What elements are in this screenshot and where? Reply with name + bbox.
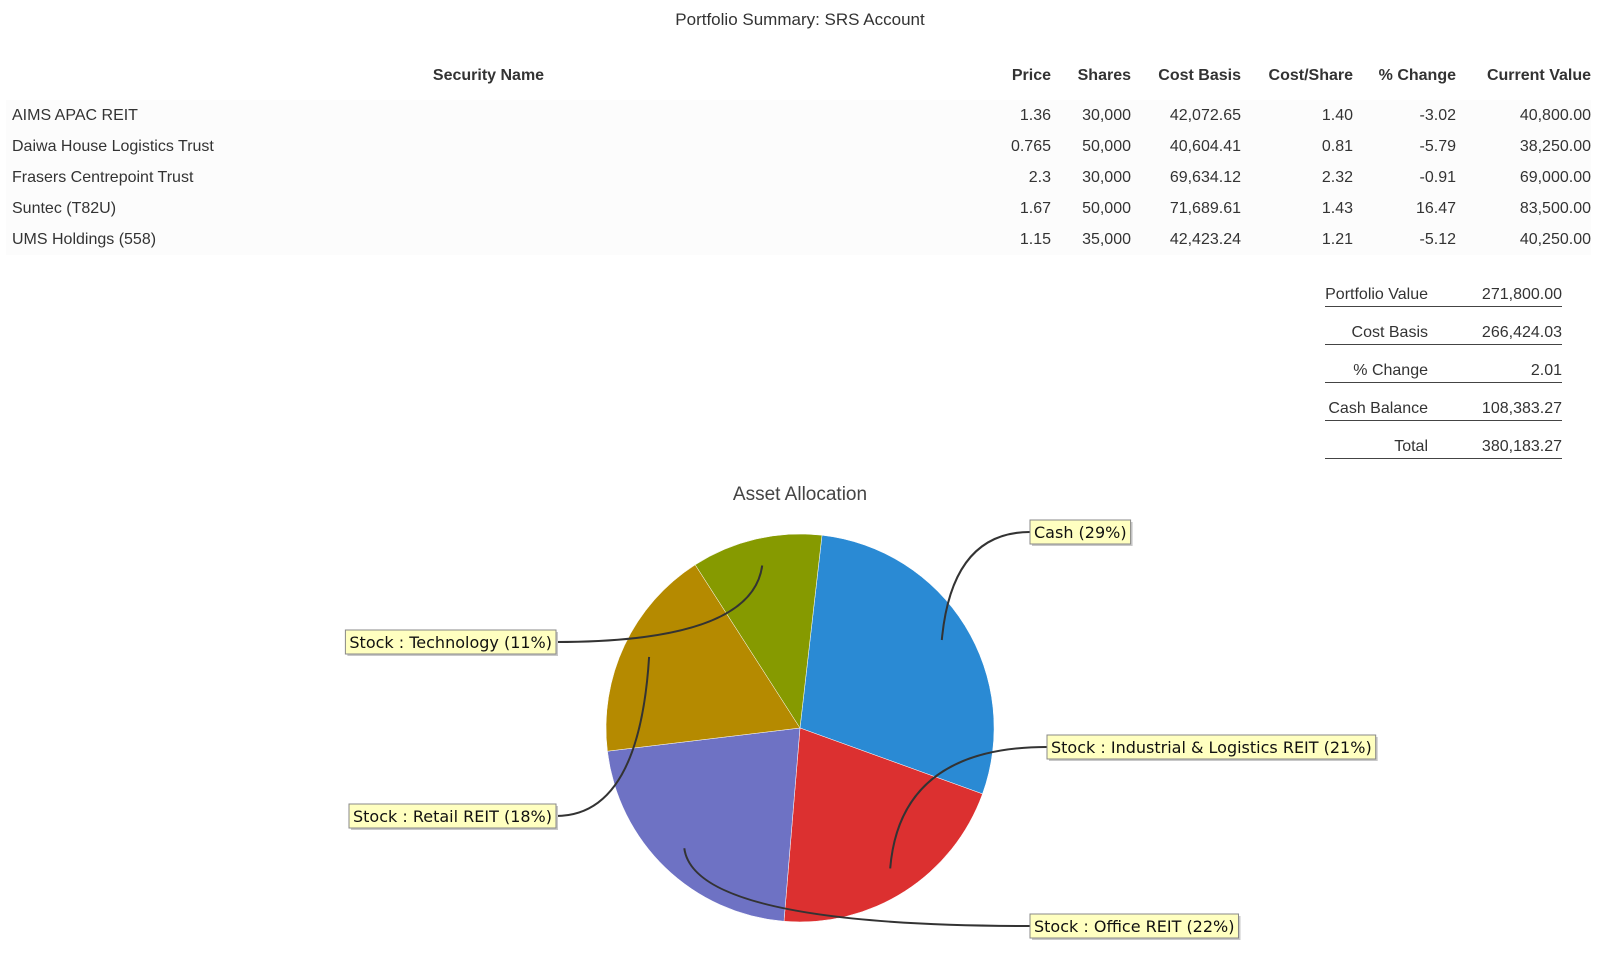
- cell-pct-change: -3.02: [1419, 106, 1456, 124]
- cell-price: 1.67: [1019, 199, 1051, 217]
- summary-value: 266,424.03: [1481, 324, 1562, 341]
- cell-shares: 35,000: [1082, 230, 1131, 248]
- table-row: Suntec (T82U) 1.67 50,000 71,689.61 1.43…: [6, 193, 1591, 224]
- cell-shares: 30,000: [1082, 106, 1131, 124]
- pie-slice: [605, 564, 801, 752]
- table-row: Frasers Centrepoint Trust 2.3 30,000 69,…: [6, 162, 1591, 193]
- header-cost-basis: Cost Basis: [1158, 67, 1241, 84]
- cell-current-value: 40,800.00: [1519, 106, 1591, 124]
- cell-price: 1.15: [1019, 230, 1051, 248]
- summary-value: 271,800.00: [1481, 286, 1562, 303]
- callout-box: [1029, 519, 1132, 545]
- chart-title: Asset Allocation: [733, 484, 867, 505]
- cell-current-value: 69,000.00: [1519, 168, 1591, 186]
- callout-box: [344, 629, 557, 655]
- callout-box: [348, 803, 557, 829]
- pie-slice: [607, 727, 801, 922]
- summary-portfolio-value: Portfolio Value 271,800.00: [1325, 284, 1562, 307]
- cell-cost-basis: 40,604.41: [1169, 137, 1241, 155]
- table-header-row: Security Name Price Shares Cost Basis Co…: [6, 62, 1591, 100]
- summary-label: Portfolio Value: [1325, 286, 1428, 303]
- header-price: Price: [1011, 67, 1051, 84]
- cell-pct-change: -5.79: [1419, 137, 1456, 155]
- cell-cost-share: 0.81: [1321, 137, 1353, 155]
- cell-current-value: 40,250.00: [1519, 230, 1591, 248]
- cell-shares: 30,000: [1082, 168, 1131, 186]
- summary-total: Total 380,183.27: [1325, 436, 1562, 459]
- summary-label: Cash Balance: [1328, 400, 1428, 417]
- summary-pct-change: % Change 2.01: [1325, 360, 1562, 383]
- table-row: AIMS APAC REIT 1.36 30,000 42,072.65 1.4…: [6, 100, 1591, 131]
- callout-label: Stock : Technology (11%): [349, 633, 552, 652]
- cell-cost-basis: 71,689.61: [1169, 199, 1241, 217]
- callout-label: Cash (29%): [1034, 523, 1127, 542]
- cell-cost-share: 2.32: [1321, 168, 1353, 186]
- callout-box: [1029, 913, 1239, 939]
- summary-label: Total: [1394, 438, 1428, 455]
- cell-current-value: 38,250.00: [1519, 137, 1591, 155]
- cell-name: UMS Holdings (558): [12, 230, 157, 248]
- pie-slice: [694, 533, 823, 729]
- header-current-value: Current Value: [1486, 67, 1591, 84]
- cell-pct-change: -5.12: [1419, 230, 1456, 248]
- asset-allocation-chart: Asset Allocation Cash (29%) Stock : Indus…: [344, 484, 1378, 940]
- pie-slices: [605, 533, 995, 923]
- cell-cost-basis: 69,634.12: [1169, 168, 1241, 186]
- header-security-name: Security Name: [432, 67, 545, 84]
- header-pct-change: % Change: [1378, 67, 1456, 84]
- cell-name: Daiwa House Logistics Trust: [12, 137, 214, 155]
- callout-label: Stock : Retail REIT (18%): [353, 807, 552, 826]
- cell-name: Frasers Centrepoint Trust: [12, 168, 194, 186]
- cell-shares: 50,000: [1082, 137, 1131, 155]
- callout-label: Stock : Industrial & Logistics REIT (21%…: [1051, 738, 1372, 757]
- summary-value: 380,183.27: [1481, 438, 1562, 455]
- table-row: UMS Holdings (558) 1.15 35,000 42,423.24…: [6, 224, 1591, 255]
- cell-price: 0.765: [1010, 137, 1051, 155]
- cell-price: 1.36: [1019, 106, 1051, 124]
- summary-label: Cost Basis: [1351, 324, 1428, 341]
- cell-cost-share: 1.43: [1321, 199, 1353, 217]
- callout-leader-line: [940, 531, 1031, 641]
- summary-value: 2.01: [1530, 362, 1562, 379]
- cell-pct-change: 16.47: [1415, 199, 1456, 217]
- summary-cash-balance: Cash Balance 108,383.27: [1325, 398, 1562, 421]
- cell-cost-basis: 42,423.24: [1169, 230, 1241, 248]
- cell-pct-change: -0.91: [1419, 168, 1456, 186]
- callout-box: [1046, 734, 1377, 760]
- cell-cost-share: 1.40: [1321, 106, 1353, 124]
- summary-label: % Change: [1353, 362, 1428, 379]
- callout-leader-line: [555, 565, 764, 643]
- callout-leader-line: [683, 848, 1031, 927]
- header-shares: Shares: [1077, 67, 1131, 84]
- cell-price: 2.3: [1028, 168, 1051, 186]
- report-title: Portfolio Summary: SRS Account: [675, 10, 925, 29]
- summary-value: 108,383.27: [1481, 400, 1562, 417]
- table-row: Daiwa House Logistics Trust 0.765 50,000…: [6, 131, 1591, 162]
- callout-leader-line: [889, 746, 1048, 869]
- pie-callouts: Cash (29%) Stock : Industrial & Logistics…: [344, 519, 1378, 940]
- cell-shares: 50,000: [1082, 199, 1131, 217]
- pie-slice: [783, 727, 983, 923]
- callout-leader-line: [555, 656, 651, 817]
- header-cost-share: Cost/Share: [1268, 67, 1353, 84]
- callout-label: Stock : Office REIT (22%): [1034, 917, 1234, 936]
- summary-cost-basis: Cost Basis 266,424.03: [1325, 322, 1562, 345]
- cell-cost-share: 1.21: [1321, 230, 1353, 248]
- portfolio-summary: Portfolio Value 271,800.00 Cost Basis 26…: [1325, 284, 1562, 474]
- cell-current-value: 83,500.00: [1519, 199, 1591, 217]
- cell-cost-basis: 42,072.65: [1169, 106, 1241, 124]
- holdings-table: Security Name Price Shares Cost Basis Co…: [6, 62, 1591, 255]
- cell-name: AIMS APAC REIT: [12, 106, 138, 124]
- cell-name: Suntec (T82U): [12, 199, 117, 217]
